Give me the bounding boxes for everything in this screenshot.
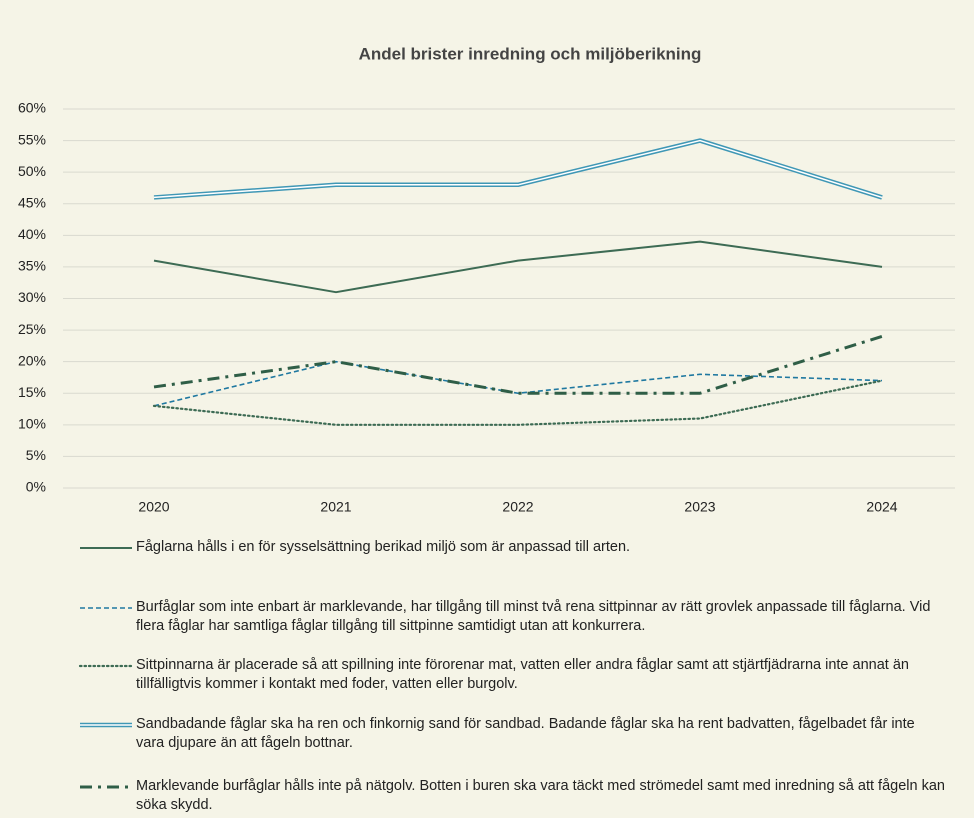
legend-label: Burfåglar som inte enbart är marklevande… [136,599,931,634]
y-tick-label: 0% [26,479,46,495]
chart: Andel brister inredning och miljöberikni… [18,44,955,515]
y-tick-label: 45% [18,194,46,210]
y-tick-label: 5% [26,447,46,463]
y-tick-label: 15% [18,384,46,400]
y-tick-label: 50% [18,163,46,179]
y-tick-label: 40% [18,226,46,242]
legend-symbol [80,785,132,789]
y-tick-label: 60% [18,100,46,116]
legend-item: Sittpinnarna är placerade så att spillni… [78,656,958,694]
series-line [152,379,884,426]
legend-symbol [80,547,132,549]
x-tick-label: 2021 [320,499,351,515]
x-tick-label: 2020 [138,499,169,515]
x-tick-label: 2024 [866,499,897,515]
legend-item: Fåglarna hålls i en för sysselsättning b… [78,538,958,557]
legend-item: Sandbadande fåglar ska ha ren och finkor… [78,715,958,753]
series-line [153,240,883,294]
legend-label: Marklevande burfåglar hålls inte på nätg… [136,778,945,813]
legend-label: Sittpinnarna är placerade så att spillni… [136,657,909,692]
y-tick-label: 35% [18,258,46,274]
chart-title: Andel brister inredning och miljöberikni… [359,44,702,63]
x-tick-label: 2022 [502,499,533,515]
legend-item: Burfåglar som inte enbart är marklevande… [78,598,958,636]
series-line [153,138,883,200]
series-line [153,360,883,407]
legend-label: Fåglarna hålls i en för sysselsättning b… [136,539,631,555]
y-tick-label: 10% [18,416,46,432]
y-tick-label: 25% [18,321,46,337]
y-tick-label: 20% [18,352,46,368]
legend-item: Marklevande burfåglar hålls inte på nätg… [78,777,958,815]
y-tick-label: 30% [18,289,46,305]
y-tick-label: 55% [18,131,46,147]
legend-symbol [80,607,132,609]
legend-label: Sandbadande fåglar ska ha ren och finkor… [136,716,915,751]
legend-symbol [78,664,134,668]
legend-symbol [80,722,132,728]
line-core [153,139,883,199]
series-line [153,334,883,395]
x-tick-label: 2023 [684,499,715,515]
